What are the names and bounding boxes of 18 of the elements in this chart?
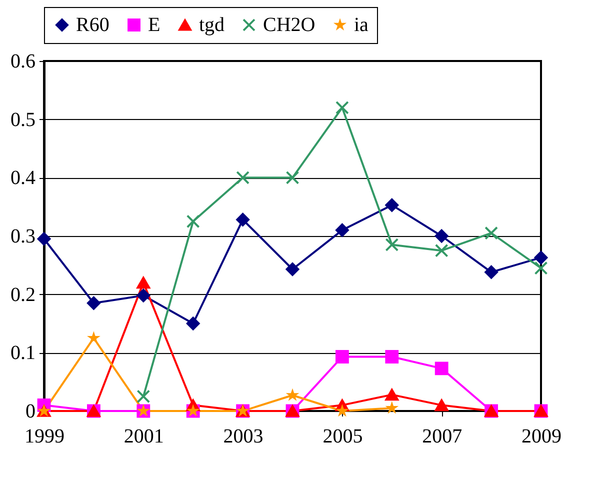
y-tick-label: 0.5 — [10, 108, 36, 131]
x-tick-label: 2007 — [422, 426, 462, 448]
y-tick-label: 0.2 — [10, 284, 36, 306]
x-tick-label: 2005 — [322, 426, 363, 448]
y-tick-label: 0.3 — [10, 226, 36, 248]
y-tick-label: 0.6 — [10, 50, 36, 72]
y-tick-label: 0 — [26, 400, 36, 422]
x-tick-label: 2001 — [124, 426, 164, 448]
y-tick-label: 0.4 — [10, 167, 36, 190]
x-tick-label: 2009 — [522, 426, 562, 448]
y-tick-label: 0.1 — [10, 342, 36, 364]
legend-label: CH2O — [263, 14, 316, 36]
x-tick-label: 2003 — [223, 426, 264, 448]
legend-label: E — [148, 14, 160, 36]
legend-label: ia — [354, 14, 369, 36]
legend-label: R60 — [76, 14, 110, 36]
legend-label: tgd — [199, 14, 225, 36]
x-tick-label: 1999 — [24, 426, 64, 448]
